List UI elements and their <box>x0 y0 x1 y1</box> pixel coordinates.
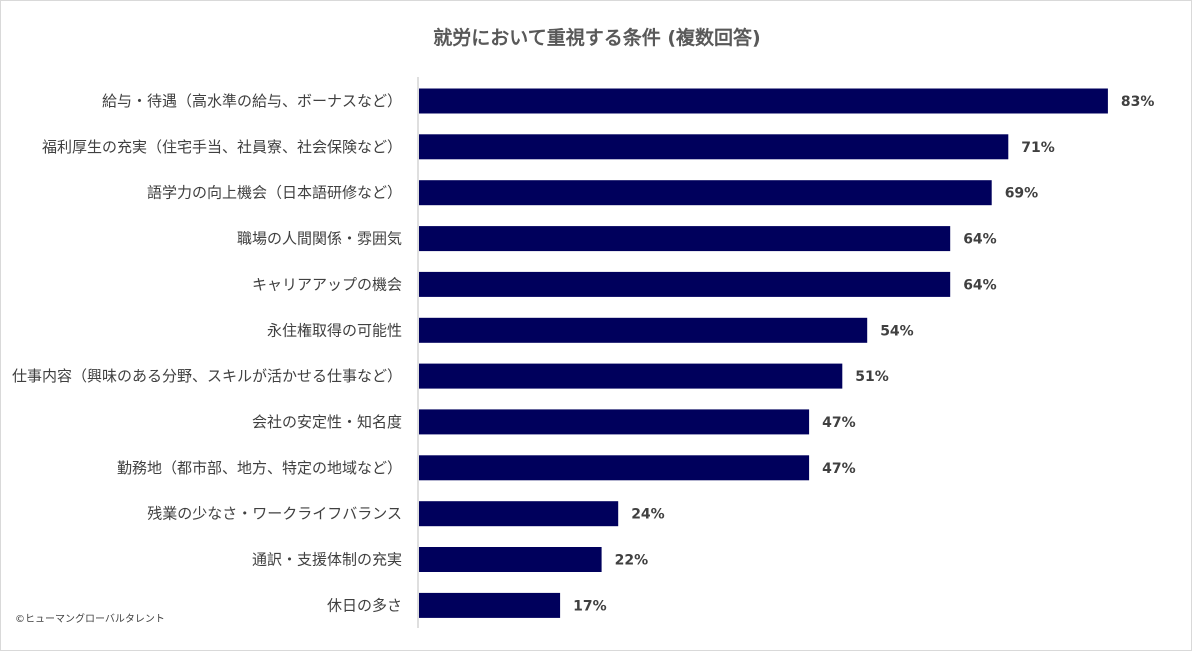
bar <box>419 547 602 572</box>
value-label: 17% <box>573 598 607 614</box>
chart-title: 就労において重視する条件 (複数回答) <box>433 27 761 49</box>
bar <box>419 271 951 297</box>
bar <box>419 88 1108 114</box>
category-label: 残業の少なさ・ワークライフバランス <box>147 505 402 523</box>
category-label: 仕事内容（興味のある分野、スキルが活かせる仕事など） <box>12 367 402 385</box>
category-label: 福利厚生の充実（住宅手当、社員寮、社会保険など） <box>42 138 402 156</box>
value-label: 47% <box>822 461 856 477</box>
category-label: 語学力の向上機会（日本語研修など） <box>147 184 402 202</box>
bar <box>419 409 810 435</box>
bar <box>419 317 868 343</box>
bar <box>419 455 810 481</box>
bar <box>419 363 843 389</box>
value-label: 83% <box>1121 94 1155 110</box>
bar <box>419 226 951 252</box>
category-label: 会社の安定性・知名度 <box>252 413 402 431</box>
category-label: 勤務地（都市部、地方、特定の地域など） <box>117 459 402 477</box>
bar <box>419 180 992 206</box>
category-label: キャリアアップの機会 <box>252 275 402 293</box>
bar <box>419 501 619 527</box>
bars-group: 給与・待遇（高水準の給与、ボーナスなど） 83% 福利厚生の充実（住宅手当、社員寮、… <box>12 88 1155 618</box>
value-label: 64% <box>963 232 997 248</box>
value-label: 54% <box>880 323 914 339</box>
copyright-notice: ©ヒューマングローバルタレント <box>15 614 165 625</box>
value-label: 51% <box>855 369 889 385</box>
value-label: 71% <box>1021 140 1055 156</box>
value-label: 22% <box>615 553 649 569</box>
category-label: 職場の人間関係・雰囲気 <box>237 230 402 248</box>
category-label: 永住権取得の可能性 <box>267 321 402 339</box>
value-label: 47% <box>822 415 856 431</box>
value-label: 64% <box>963 277 997 293</box>
value-label: 69% <box>1005 186 1039 202</box>
category-label: 給与・待遇（高水準の給与、ボーナスなど） <box>102 92 402 110</box>
category-label: 通訳・支援体制の充実 <box>252 551 402 569</box>
bar <box>419 592 561 618</box>
bar <box>419 134 1009 160</box>
value-label: 24% <box>631 507 665 523</box>
category-label: 休日の多さ <box>327 596 402 614</box>
